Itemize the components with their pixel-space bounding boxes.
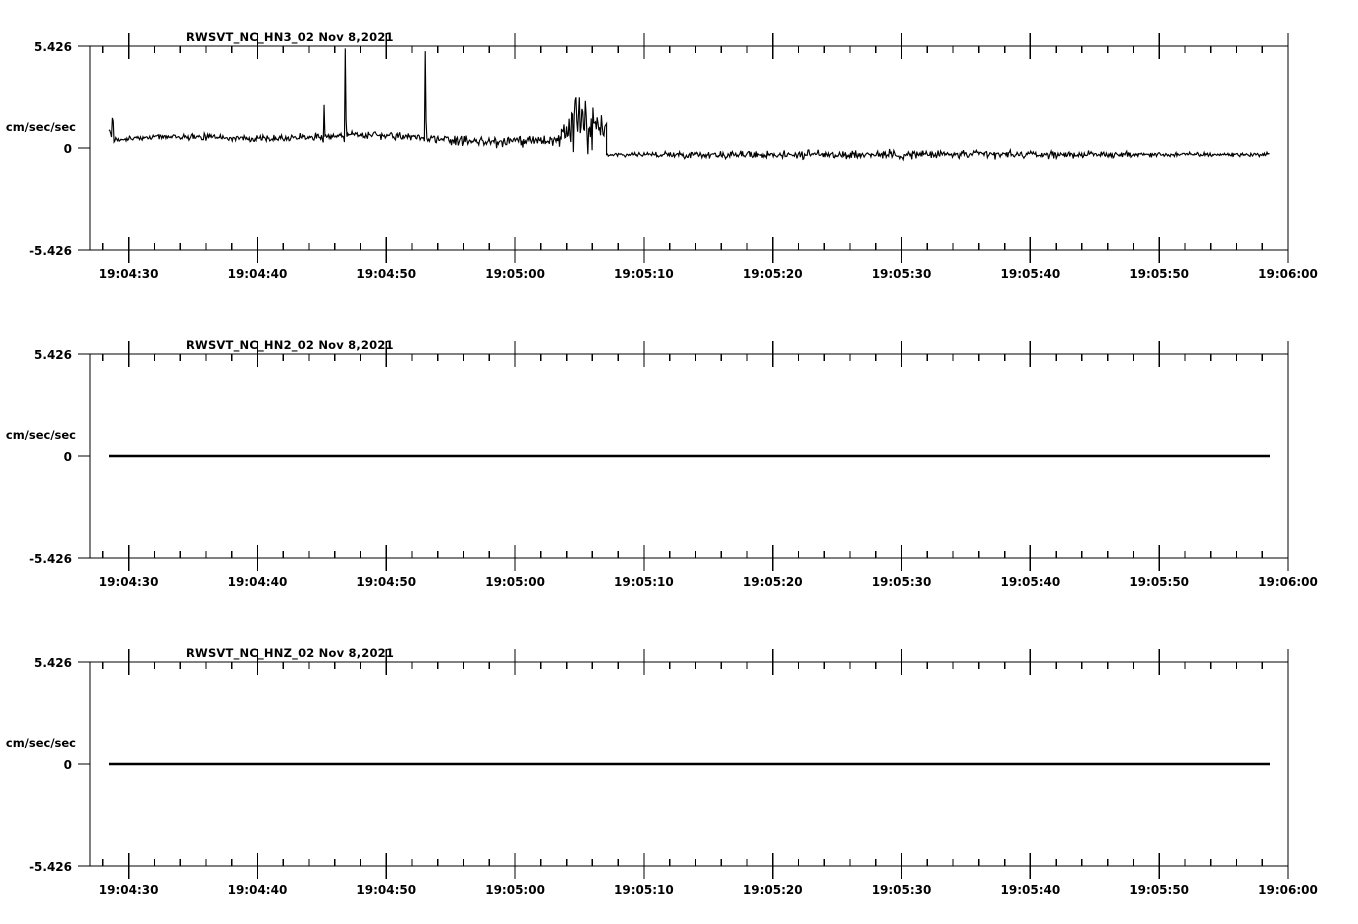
- y-axis-zero-label: 0: [64, 758, 72, 772]
- x-tick-label: 19:06:00: [1258, 575, 1318, 589]
- x-axis-tick-labels: 19:04:30 19:04:40 19:04:50 19:05:00 19:05:10…: [99, 267, 1318, 281]
- waveform-trace: [108, 48, 1270, 162]
- x-tick-label: 19:05:20: [743, 267, 803, 281]
- y-axis-min-label: -5.426: [29, 552, 72, 566]
- x-tick-label: 19:04:50: [356, 267, 416, 281]
- x-tick-label: 19:05:30: [872, 883, 932, 897]
- y-axis-ticks: [78, 661, 90, 867]
- x-tick-label: 19:05:10: [614, 267, 674, 281]
- panel-title: RWSVT_NC_HN3_02 Nov 8,2021: [186, 30, 394, 45]
- y-axis-units-label: cm/sec/sec: [6, 428, 76, 442]
- x-tick-label: 19:05:30: [872, 575, 932, 589]
- x-tick-label: 19:05:10: [614, 883, 674, 897]
- y-axis-min-label: -5.426: [29, 860, 72, 874]
- x-tick-label: 19:05:50: [1129, 267, 1189, 281]
- y-axis-zero-label: 0: [64, 142, 72, 156]
- x-tick-label: 19:04:30: [99, 267, 159, 281]
- seismogram-panel-hnz: 19:04:30 19:04:40 19:04:50 19:05:00 19:05:10…: [0, 616, 1358, 924]
- x-tick-label: 19:05:20: [743, 883, 803, 897]
- x-tick-label: 19:05:00: [485, 575, 545, 589]
- x-axis-ticks: [102, 649, 1289, 879]
- plot-area-hn2: 19:04:30 19:04:40 19:04:50 19:05:00 19:05:10…: [6, 338, 1318, 589]
- x-axis-ticks: [102, 33, 1289, 263]
- y-axis-max-label: 5.426: [34, 656, 72, 670]
- x-tick-label: 19:04:30: [99, 883, 159, 897]
- x-axis-tick-labels: 19:04:30 19:04:40 19:04:50 19:05:00 19:05:10…: [99, 575, 1318, 589]
- x-tick-label: 19:06:00: [1258, 883, 1318, 897]
- x-tick-label: 19:05:20: [743, 575, 803, 589]
- panel-title: RWSVT_NC_HNZ_02 Nov 8,2021: [186, 646, 394, 661]
- x-tick-label: 19:04:50: [356, 883, 416, 897]
- plot-area-hnz: 19:04:30 19:04:40 19:04:50 19:05:00 19:05:10…: [6, 646, 1318, 897]
- x-tick-label: 19:05:50: [1129, 883, 1189, 897]
- x-tick-label: 19:04:40: [228, 883, 288, 897]
- seismogram-panel-hn2: 19:04:30 19:04:40 19:04:50 19:05:00 19:05:10…: [0, 308, 1358, 616]
- x-axis-ticks: [102, 341, 1289, 571]
- x-tick-label: 19:04:50: [356, 575, 416, 589]
- x-tick-label: 19:04:30: [99, 575, 159, 589]
- x-axis-tick-labels: 19:04:30 19:04:40 19:04:50 19:05:00 19:05:10…: [99, 883, 1318, 897]
- y-axis-zero-label: 0: [64, 450, 72, 464]
- y-axis-ticks: [78, 45, 90, 251]
- x-tick-label: 19:05:10: [614, 575, 674, 589]
- plot-frame: [89, 45, 1289, 251]
- panel-title: RWSVT_NC_HN2_02 Nov 8,2021: [186, 338, 394, 353]
- plot-area-hn3: 19:04:30 19:04:40 19:04:50 19:05:00 19:05:10…: [6, 30, 1318, 281]
- x-tick-label: 19:05:40: [1001, 883, 1061, 897]
- x-tick-label: 19:04:40: [228, 575, 288, 589]
- y-axis-max-label: 5.426: [34, 40, 72, 54]
- y-axis-min-label: -5.426: [29, 244, 72, 258]
- y-axis-units-label: cm/sec/sec: [6, 736, 76, 750]
- x-tick-label: 19:04:40: [228, 267, 288, 281]
- x-tick-label: 19:05:00: [485, 883, 545, 897]
- x-tick-label: 19:05:40: [1001, 267, 1061, 281]
- x-tick-label: 19:05:40: [1001, 575, 1061, 589]
- y-axis-ticks: [78, 353, 90, 559]
- x-tick-label: 19:05:30: [872, 267, 932, 281]
- x-tick-label: 19:06:00: [1258, 267, 1318, 281]
- x-tick-label: 19:05:00: [485, 267, 545, 281]
- seismogram-panel-hn3: 19:04:30 19:04:40 19:04:50 19:05:00 19:05:10…: [0, 0, 1358, 308]
- y-axis-max-label: 5.426: [34, 348, 72, 362]
- y-axis-units-label: cm/sec/sec: [6, 120, 76, 134]
- x-tick-label: 19:05:50: [1129, 575, 1189, 589]
